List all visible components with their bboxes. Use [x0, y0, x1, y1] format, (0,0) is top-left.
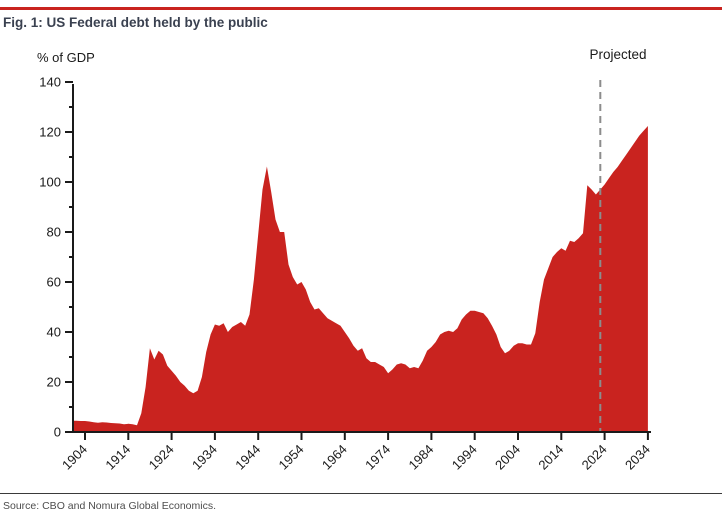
source-note: Source: CBO and Nomura Global Economics.	[3, 500, 217, 512]
footer-divider	[0, 493, 722, 494]
y-tick-label: 80	[47, 225, 61, 240]
x-tick-label: 2014	[535, 442, 566, 473]
debt-area-series	[73, 126, 648, 432]
y-tick-label: 140	[39, 75, 61, 90]
x-tick-label: 1964	[319, 442, 350, 473]
y-axis-unit-label: % of GDP	[37, 50, 95, 65]
x-tick-label: 2034	[622, 442, 653, 473]
x-tick-label: 2004	[492, 442, 523, 473]
x-tick-label: 1974	[362, 442, 393, 473]
x-tick-label: 1954	[276, 442, 307, 473]
x-tick-label: 1904	[59, 442, 90, 473]
y-tick-label: 60	[47, 275, 61, 290]
y-tick-label: 0	[54, 425, 61, 440]
top-accent-rule	[0, 7, 722, 10]
figure-title: Fig. 1: US Federal debt held by the publ…	[3, 15, 268, 30]
x-tick-label: 1984	[405, 442, 436, 473]
projected-annotation: Projected	[589, 47, 647, 62]
x-tick-label: 1934	[189, 442, 220, 473]
x-tick-label: 2024	[579, 442, 610, 473]
x-tick-label: 1914	[102, 442, 133, 473]
y-tick-label: 40	[47, 325, 61, 340]
y-tick-label: 20	[47, 375, 61, 390]
x-tick-label: 1924	[146, 442, 177, 473]
x-tick-label: 1994	[449, 442, 480, 473]
y-tick-label: 120	[39, 125, 61, 140]
x-tick-label: 1944	[232, 442, 263, 473]
y-tick-label: 100	[39, 175, 61, 190]
